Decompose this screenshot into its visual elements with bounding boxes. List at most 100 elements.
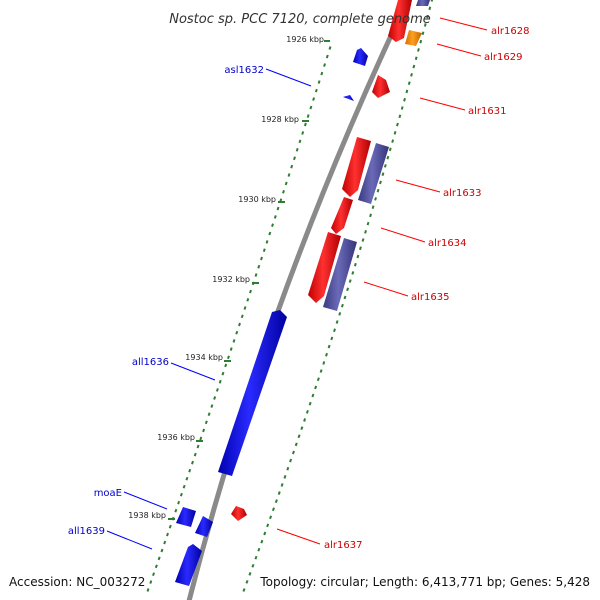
tick-label: 1934 kbp	[185, 353, 223, 362]
minor-tick-outer	[379, 180, 382, 185]
gene-label-asl1632[interactable]: asl1632	[224, 65, 264, 76]
minor-tick-inner	[191, 460, 194, 465]
minor-tick-outer	[266, 523, 270, 528]
minor-tick-inner	[273, 215, 277, 219]
leader-moaE	[123, 491, 168, 510]
minor-tick-outer	[280, 483, 284, 487]
minor-tick-inner	[157, 556, 161, 561]
minor-tick-inner	[188, 468, 192, 473]
minor-tick-inner	[262, 248, 266, 253]
minor-tick-inner	[284, 181, 288, 186]
minor-tick-outer	[289, 458, 293, 463]
minor-tick-inner	[154, 564, 158, 569]
gene-alr1633	[342, 137, 371, 197]
minor-tick-outer	[400, 106, 404, 110]
minor-tick-outer	[412, 64, 416, 69]
minor-tick-outer	[325, 352, 328, 357]
minor-tick-inner	[260, 256, 263, 261]
tick-label: 1926 kbp	[286, 35, 324, 44]
minor-tick-outer	[257, 547, 261, 552]
minor-tick-inner	[227, 355, 230, 360]
minor-tick-inner	[290, 164, 294, 169]
tick-labels: 1926 kbp 1928 kbp 1930 kbp 1932 kbp 1934…	[128, 35, 330, 520]
cds-feature-alr1633	[358, 143, 389, 204]
gene-label-alr1635[interactable]: alr1635	[411, 292, 449, 303]
minor-tick-outer	[417, 48, 420, 52]
minor-tick-outer	[383, 164, 387, 168]
gene-label-alr1633[interactable]: alr1633	[443, 188, 481, 199]
minor-tick-outer	[338, 312, 342, 316]
minor-tick-outer	[335, 320, 339, 324]
minor-tick-outer	[260, 539, 264, 544]
minor-tick-inner	[298, 139, 302, 144]
minor-tick-inner	[243, 306, 247, 310]
minor-tick-outer	[410, 73, 413, 77]
leader-alr1633	[395, 179, 441, 193]
gene-label-all1636[interactable]: all1636	[132, 357, 169, 368]
minor-tick-outer	[361, 238, 365, 242]
minor-tick-inner	[271, 223, 274, 228]
minor-tick-outer	[248, 572, 252, 576]
minor-tick-inner	[303, 122, 307, 127]
minor-tick-inner	[149, 580, 153, 584]
minor-tick-outer	[371, 205, 375, 209]
gene-label-alr1634[interactable]: alr1634	[428, 238, 466, 249]
cds-feature-alr1635	[323, 238, 357, 311]
minor-tick-outer	[366, 221, 370, 226]
minor-tick-outer	[414, 56, 418, 61]
minor-tick-outer	[297, 434, 301, 439]
minor-tick-outer	[314, 385, 318, 390]
minor-tick-outer	[369, 213, 372, 218]
minor-tick-inner	[235, 330, 239, 335]
gene-asl1632	[353, 48, 368, 66]
minor-tick-outer	[271, 507, 275, 512]
tick-ring-inner	[146, 46, 332, 592]
minor-tick-outer	[391, 139, 395, 143]
minor-tick-inner	[312, 97, 316, 101]
minor-tick-inner	[323, 63, 326, 67]
cds-feature-top	[416, 0, 430, 6]
minor-tick-outer	[386, 155, 390, 160]
minor-tick-inner	[215, 388, 219, 392]
minor-tick-outer	[294, 442, 298, 447]
minor-tick-inner	[328, 46, 332, 50]
minor-tick-inner	[257, 264, 261, 269]
minor-tick-inner	[309, 105, 313, 110]
minor-tick-outer	[322, 361, 326, 365]
minor-tick-inner	[196, 444, 200, 449]
minor-tick-outer	[333, 328, 336, 333]
minor-tick-outer	[398, 114, 402, 119]
minor-tick-inner	[199, 436, 203, 441]
gene-moaE	[176, 507, 196, 527]
minor-tick-inner	[276, 206, 280, 211]
minor-tick-inner	[193, 452, 197, 457]
gene-label-alr1637[interactable]: alr1637	[324, 540, 362, 551]
minor-tick-outer	[245, 580, 249, 584]
minor-tick-inner	[168, 524, 172, 529]
gene-label-all1639[interactable]: all1639	[68, 526, 105, 537]
gene-alr1637	[231, 506, 247, 521]
minor-tick-inner	[265, 240, 269, 244]
minor-tick-outer	[376, 188, 380, 193]
minor-tick-outer	[340, 303, 344, 308]
gene-alr1631	[372, 75, 390, 98]
minor-tick-inner	[210, 404, 214, 408]
minor-tick-outer	[388, 147, 392, 152]
gene-label-alr1629[interactable]: alr1629	[484, 52, 522, 63]
leader-alr1628	[439, 17, 488, 31]
minor-tick-inner	[179, 492, 183, 497]
leader-asl1632	[265, 68, 312, 87]
minor-tick-outer	[430, 0, 434, 2]
leader-all1639	[106, 530, 153, 550]
minor-tick-outer	[396, 122, 399, 127]
tick-ring-outer	[242, 0, 434, 592]
gene-label-alr1631[interactable]: alr1631	[468, 106, 506, 117]
minor-tick-inner	[306, 114, 310, 118]
gene-all1636	[218, 310, 287, 476]
gene-label-moaE[interactable]: moaE	[94, 488, 122, 499]
minor-tick-inner	[152, 572, 156, 577]
gene-alr1628	[388, 0, 412, 42]
gene-label-alr1628[interactable]: alr1628	[491, 26, 529, 37]
minor-tick-inner	[177, 500, 181, 505]
